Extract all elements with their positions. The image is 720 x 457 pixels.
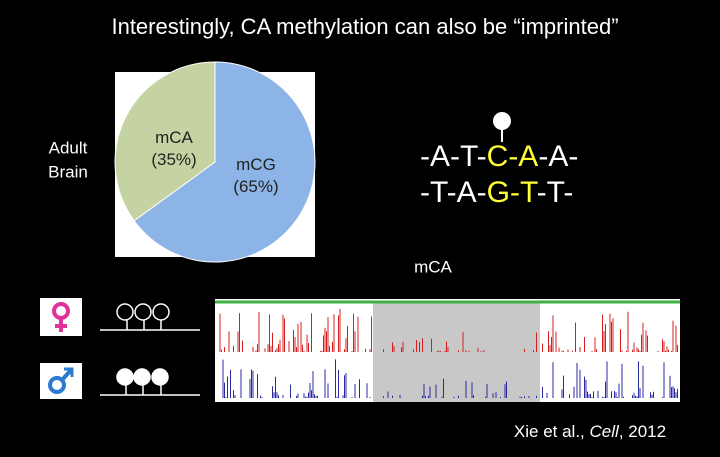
sequence-bottom: -T-A-G-T-T- [420, 176, 573, 209]
seq-part: -A- [538, 140, 578, 173]
sequence-top: -A-T-C-A-A- [420, 140, 578, 173]
tissue-label: Brain [48, 162, 88, 181]
unmethylated-sites [100, 303, 200, 331]
slide-title: Interestingly, CA methylation can also b… [111, 14, 618, 39]
slice-label: (35%) [151, 150, 196, 169]
citation-journal: Cell [590, 422, 621, 441]
seq-highlight: C-A [487, 140, 539, 173]
seq-highlight: G-T [487, 176, 538, 209]
tissue-label: Adult [49, 138, 88, 157]
methyl-lollipop [493, 112, 511, 130]
slice-name: mCG [236, 155, 276, 174]
track-label: mCA [414, 257, 452, 276]
male-icon [48, 376, 66, 394]
citation-part: , 2012 [619, 422, 666, 441]
methylated-sites [100, 368, 200, 396]
imprinted-region [373, 303, 540, 402]
citation: Xie et al., Cell, 2012 [514, 422, 666, 441]
pie-slice [114, 61, 216, 222]
seq-part: -T-A- [420, 176, 487, 209]
male-icon [60, 368, 73, 382]
slice-label: (65%) [233, 177, 278, 196]
pie-slice [133, 61, 316, 263]
female-mca-track [219, 309, 678, 352]
citation-part: Xie et al., [514, 422, 590, 441]
male-mca-track [222, 359, 678, 398]
pie-chart: mCG (65%) mCA (35%) [114, 61, 316, 263]
male-icon [64, 367, 74, 377]
seq-part: -T- [537, 176, 574, 209]
seq-part: -A-T- [420, 140, 487, 173]
slice-name: mCA [155, 128, 193, 147]
